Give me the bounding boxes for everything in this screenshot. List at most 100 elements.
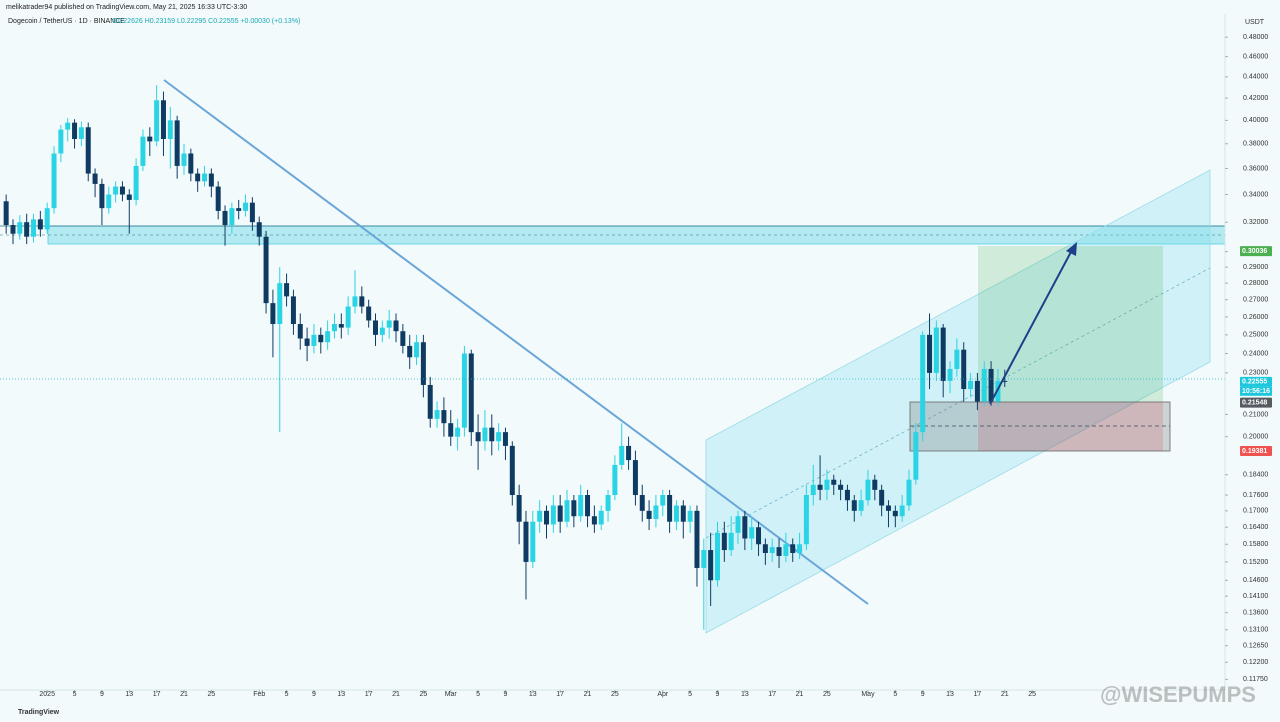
- y-tick-label: 0.21000: [1243, 411, 1268, 418]
- y-tick-label: 0.48000: [1243, 34, 1268, 41]
- candle-body: [557, 505, 563, 522]
- x-tick-label: Mar: [445, 691, 458, 698]
- candle-body: [988, 368, 994, 402]
- arrow-head: [1066, 242, 1077, 256]
- candle-body: [366, 306, 372, 321]
- candle-body: [58, 129, 64, 154]
- candle-body: [639, 495, 645, 511]
- candle-body: [304, 338, 310, 346]
- candle-body: [667, 495, 673, 522]
- countdown: 10:56:16: [1242, 388, 1270, 395]
- candle-body: [1002, 380, 1008, 382]
- x-tick-label: May: [861, 691, 875, 698]
- price-label: 0.22555: [1242, 379, 1267, 386]
- candle-body: [714, 532, 720, 581]
- x-tick-label: 17: [556, 691, 564, 698]
- y-tick-label: 0.17000: [1243, 508, 1268, 515]
- candle-body: [78, 127, 84, 139]
- x-tick-label: 17: [974, 691, 982, 698]
- candle-body: [92, 173, 98, 184]
- candle-body: [359, 296, 365, 307]
- support-box: [909, 401, 1171, 452]
- candle-body: [694, 510, 700, 568]
- candle-body: [954, 349, 960, 369]
- x-tick-label: 25: [823, 691, 831, 698]
- candle-body: [489, 427, 495, 442]
- candle-body: [920, 334, 926, 433]
- candle-body: [858, 500, 864, 511]
- x-tick-label: 9: [921, 691, 925, 698]
- candle-body: [448, 423, 454, 437]
- candle-body: [530, 521, 536, 562]
- price-label-box: [1240, 376, 1272, 387]
- candle-body: [202, 173, 208, 182]
- candle-body: [646, 510, 652, 519]
- x-tick-label: 9: [716, 691, 720, 698]
- x-tick-label: Feb: [253, 691, 265, 698]
- x-tick-label: Apr: [657, 691, 669, 698]
- candle-body: [181, 153, 187, 166]
- candle-body: [113, 186, 119, 195]
- candle-body: [523, 521, 529, 562]
- candle-body: [653, 505, 659, 519]
- candle-body: [407, 345, 413, 358]
- candle-body: [37, 219, 43, 230]
- x-tick-label: 21: [180, 691, 188, 698]
- candle-body: [420, 342, 426, 385]
- candle-body: [147, 136, 153, 142]
- candle-body: [961, 349, 967, 390]
- candle-body: [338, 324, 344, 328]
- candle-body: [277, 283, 283, 325]
- candle-body: [803, 495, 809, 545]
- x-tick-label: 13: [529, 691, 537, 698]
- candle-body: [331, 324, 337, 332]
- y-tick-label: 0.40000: [1243, 117, 1268, 124]
- y-tick-label: 0.23000: [1243, 370, 1268, 377]
- price-label-box: [1240, 446, 1272, 457]
- candle-body: [119, 186, 125, 195]
- x-tick-label: 13: [337, 691, 345, 698]
- x-tick-label: 21: [1001, 691, 1009, 698]
- candle-body: [434, 410, 440, 419]
- x-tick-label: 25: [1028, 691, 1036, 698]
- x-tick-label: 13: [741, 691, 749, 698]
- candle-body: [632, 460, 638, 496]
- price-label-box: [1240, 397, 1272, 408]
- y-tick-label: 0.18400: [1243, 472, 1268, 479]
- candle-body: [65, 122, 71, 130]
- candle-body: [154, 100, 160, 142]
- candle-body: [441, 410, 447, 424]
- candle-body: [475, 432, 481, 442]
- candle-body: [516, 495, 522, 522]
- price-label: 0.19381: [1242, 448, 1267, 455]
- candle-body: [31, 219, 37, 237]
- candle-body: [947, 368, 953, 381]
- x-tick-label: 5: [688, 691, 692, 698]
- candle-body: [687, 510, 693, 522]
- candle-body: [776, 547, 782, 556]
- candle-body: [591, 516, 597, 525]
- y-tick-label: 0.17600: [1243, 492, 1268, 499]
- symbol: Dogecoin / TetherUS · 1D · BINANCE: [8, 18, 125, 25]
- x-tick-label: 25: [611, 691, 619, 698]
- candle-body: [680, 505, 686, 522]
- x-tick-label: 13: [125, 691, 133, 698]
- candle-body: [933, 327, 939, 373]
- x-tick-label: 5: [476, 691, 480, 698]
- candle-body: [85, 127, 91, 174]
- y-tick-label: 0.14100: [1243, 593, 1268, 600]
- candle-body: [496, 432, 502, 442]
- y-tick-label: 0.12200: [1243, 659, 1268, 666]
- candle-body: [598, 510, 604, 525]
- y-tick-label: 0.32000: [1243, 219, 1268, 226]
- candle-body: [99, 183, 105, 209]
- y-tick-label: 0.13600: [1243, 610, 1268, 617]
- candle-body: [256, 222, 262, 237]
- candle-body: [24, 222, 30, 237]
- watermark: @WISEPUMPS: [1100, 682, 1256, 707]
- brand: TradingView: [18, 709, 60, 716]
- candle-body: [605, 495, 611, 511]
- target-zone: [978, 246, 1163, 402]
- y-tick-label: 0.34000: [1243, 191, 1268, 198]
